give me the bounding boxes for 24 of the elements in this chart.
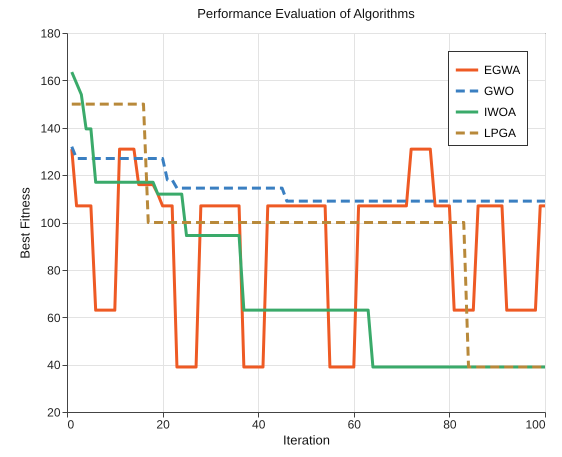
y-tick-label: 180 [40, 26, 61, 40]
legend-label: EGWA [484, 63, 520, 77]
legend-label: IWOA [484, 105, 516, 119]
y-tick-label: 100 [40, 216, 61, 230]
x-tick-label: 60 [348, 418, 362, 432]
y-tick-label: 40 [47, 358, 61, 372]
x-tick-label: 20 [156, 418, 170, 432]
line-series [70, 148, 546, 368]
line-series [70, 145, 546, 203]
chart-title: Performance Evaluation of Algorithms [197, 6, 416, 21]
x-tick-label: 100 [525, 418, 546, 432]
x-tick-label: 0 [68, 418, 74, 432]
x-tick-label: 80 [443, 418, 457, 432]
x-axis-title: Iteration [283, 432, 330, 448]
y-tick-label: 140 [40, 121, 61, 136]
y-tick-label: 60 [47, 310, 61, 325]
legend-label: LPGA [484, 126, 516, 140]
y-axis-title: Best Fitness [17, 186, 32, 259]
y-tick-label: 80 [47, 263, 61, 278]
legend-label: GWO [484, 84, 514, 98]
y-tick-label: 20 [47, 406, 61, 420]
y-tick-label: 120 [40, 168, 61, 183]
x-tick-label: 40 [252, 418, 266, 432]
y-tick-label: 160 [40, 74, 61, 88]
